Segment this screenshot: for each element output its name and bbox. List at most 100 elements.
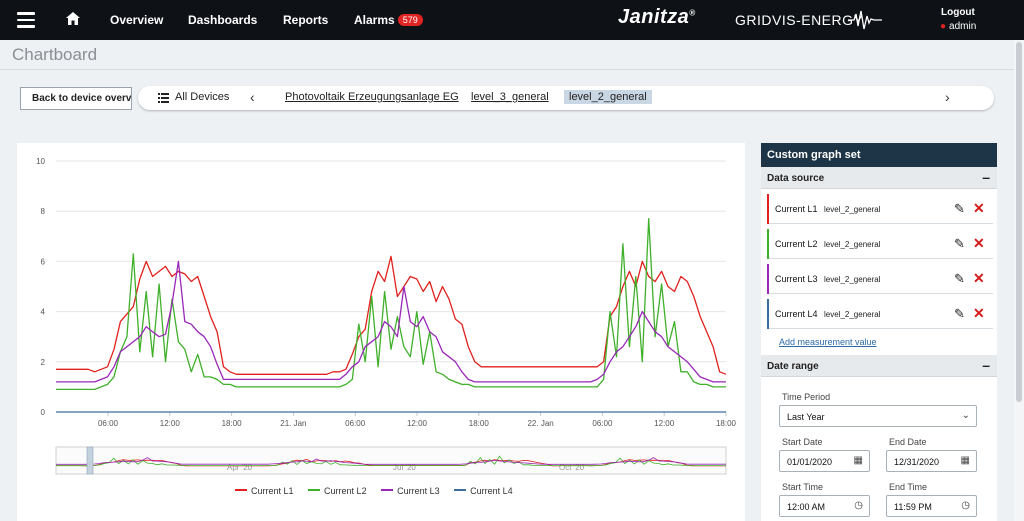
edit-icon[interactable]: ✎ xyxy=(954,306,965,321)
logout-link[interactable]: Logout xyxy=(941,7,975,18)
y-tick-label: 8 xyxy=(41,207,46,216)
add-measurement-link[interactable]: Add measurement value xyxy=(779,337,877,347)
user-menu[interactable]: ● admin xyxy=(940,21,976,32)
clock-icon: ◷ xyxy=(854,500,863,511)
line-chart[interactable]: 0 2 4 6 8 10 06:00 12:00 18:00 21. Jan 06:00 12:00 1… xyxy=(17,143,745,483)
data-source-item[interactable]: Current L2 level_2_general ✎ ✕ xyxy=(767,229,993,259)
data-source-item[interactable]: Current L4 level_2_general ✎ ✕ xyxy=(767,299,993,329)
x-tick-label: 12:00 xyxy=(654,419,675,428)
nav-dashboards[interactable]: Dashboards xyxy=(188,13,258,27)
brand-name: Janitza xyxy=(618,6,690,28)
end-time-value: 11:59 PM xyxy=(894,502,932,512)
legend-current-l3[interactable]: Current L3 xyxy=(381,486,440,496)
legend-current-l1[interactable]: Current L1 xyxy=(235,486,294,496)
data-source-label: Data source xyxy=(767,173,825,184)
x-tick-label: 06:00 xyxy=(345,419,366,428)
back-to-device-overview-button[interactable]: Back to device overview xyxy=(20,87,132,110)
date-range-header[interactable]: Date range – xyxy=(761,355,997,377)
chevron-left-icon[interactable]: ‹ xyxy=(250,89,255,105)
end-time-label: End Time xyxy=(889,482,928,492)
time-period-select[interactable]: Last Year ⌄ xyxy=(779,405,977,427)
nav-alarms[interactable]: Alarms 579 xyxy=(354,13,423,27)
end-time-input[interactable]: 11:59 PM ◷ xyxy=(886,495,977,517)
y-tick-label: 2 xyxy=(41,358,46,367)
delete-icon[interactable]: ✕ xyxy=(973,270,985,286)
series-color-marker xyxy=(767,299,769,329)
data-source-name: Current L4 xyxy=(775,309,818,319)
delete-icon[interactable]: ✕ xyxy=(973,305,985,321)
series-line-2[interactable] xyxy=(56,218,726,391)
brand-logo: Janitza® xyxy=(618,6,696,29)
x-tick-label: 21. Jan xyxy=(280,419,306,428)
x-tick-label: 12:00 xyxy=(160,419,181,428)
series-color-marker xyxy=(767,264,769,294)
edit-icon[interactable]: ✎ xyxy=(954,236,965,251)
start-time-input[interactable]: 12:00 AM ◷ xyxy=(779,495,870,517)
series-line-3[interactable] xyxy=(56,260,726,383)
title-divider xyxy=(0,69,1014,70)
panel-title: Custom graph set xyxy=(761,143,997,167)
y-tick-label: 6 xyxy=(41,257,46,266)
data-source-header[interactable]: Data source – xyxy=(761,167,997,189)
x-tick-label: 06:00 xyxy=(98,419,119,428)
navigator-handle[interactable] xyxy=(86,446,94,475)
start-date-input[interactable]: 01/01/2020 ▦ xyxy=(779,450,870,472)
nav-reports[interactable]: Reports xyxy=(283,13,329,27)
crumb-level-2-general[interactable]: level_2_general xyxy=(564,90,652,104)
data-source-device: level_2_general xyxy=(824,310,881,319)
home-icon[interactable] xyxy=(66,12,80,25)
series-color-marker xyxy=(767,194,769,224)
calendar-icon: ▦ xyxy=(960,455,970,466)
calendar-icon: ▦ xyxy=(853,455,863,466)
collapse-icon[interactable]: – xyxy=(982,357,990,373)
delete-icon[interactable]: ✕ xyxy=(973,200,985,216)
x-tick-label: 12:00 xyxy=(407,419,428,428)
chart-panel: 0 2 4 6 8 10 06:00 12:00 18:00 21. Jan 06:00 12:00 1… xyxy=(17,143,745,521)
brand-registered-mark: ® xyxy=(689,8,696,18)
edit-icon[interactable]: ✎ xyxy=(954,271,965,286)
page-scrollbar-thumb[interactable] xyxy=(1016,42,1022,402)
top-navigation-bar: Overview Dashboards Reports Alarms 579 Ja… xyxy=(0,0,1024,40)
start-date-value: 01/01/2020 xyxy=(787,457,833,467)
x-tick-label: 06:00 xyxy=(592,419,613,428)
x-tick-label: 18:00 xyxy=(222,419,243,428)
page-title: Chartboard xyxy=(12,45,98,64)
data-source-item[interactable]: Current L1 level_2_general ✎ ✕ xyxy=(767,194,993,224)
navigator-label: Oct '20 xyxy=(559,463,585,472)
legend-current-l2-label: Current L2 xyxy=(324,486,367,496)
time-period-label: Time Period xyxy=(782,392,831,402)
legend-current-l2[interactable]: Current L2 xyxy=(308,486,367,496)
data-source-device: level_2_general xyxy=(824,205,881,214)
end-date-input[interactable]: 12/31/2020 ▦ xyxy=(886,450,977,472)
user-name: admin xyxy=(949,21,977,32)
start-time-value: 12:00 AM xyxy=(787,502,826,512)
data-source-item[interactable]: Current L3 level_2_general ✎ ✕ xyxy=(767,264,993,294)
data-source-device: level_2_general xyxy=(824,240,881,249)
pulse-wave-icon xyxy=(848,10,882,30)
clock-icon: ◷ xyxy=(961,500,970,511)
navigator-series-3 xyxy=(56,457,726,465)
delete-icon[interactable]: ✕ xyxy=(973,235,985,251)
time-period-value: Last Year xyxy=(787,412,825,422)
start-time-label: Start Time xyxy=(782,482,824,492)
date-range-label: Date range xyxy=(767,361,819,372)
x-tick-label: 18:00 xyxy=(469,419,490,428)
range-navigator[interactable] xyxy=(55,446,727,475)
legend-current-l3-label: Current L3 xyxy=(397,486,440,496)
legend-current-l1-label: Current L1 xyxy=(251,486,294,496)
all-devices-link[interactable]: All Devices xyxy=(175,91,230,103)
edit-icon[interactable]: ✎ xyxy=(954,201,965,216)
crumb-level-3-general[interactable]: level_3_general xyxy=(471,91,549,103)
end-date-value: 12/31/2020 xyxy=(894,457,940,467)
chart-legend: Current L1 Current L2 Current L3 Current… xyxy=(235,486,525,496)
data-source-device: level_2_general xyxy=(824,275,881,284)
chevron-right-icon[interactable]: › xyxy=(945,89,950,105)
legend-current-l4[interactable]: Current L4 xyxy=(454,486,513,496)
menu-icon[interactable] xyxy=(17,12,35,28)
collapse-icon[interactable]: – xyxy=(982,169,990,185)
nav-overview[interactable]: Overview xyxy=(110,13,164,27)
navigator-label: Jul '20 xyxy=(393,463,416,472)
series-line-1[interactable] xyxy=(56,255,727,375)
alarm-count-badge: 579 xyxy=(397,14,423,26)
crumb-photovoltaik[interactable]: Photovoltaik Erzeugungsanlage EG xyxy=(285,91,459,103)
